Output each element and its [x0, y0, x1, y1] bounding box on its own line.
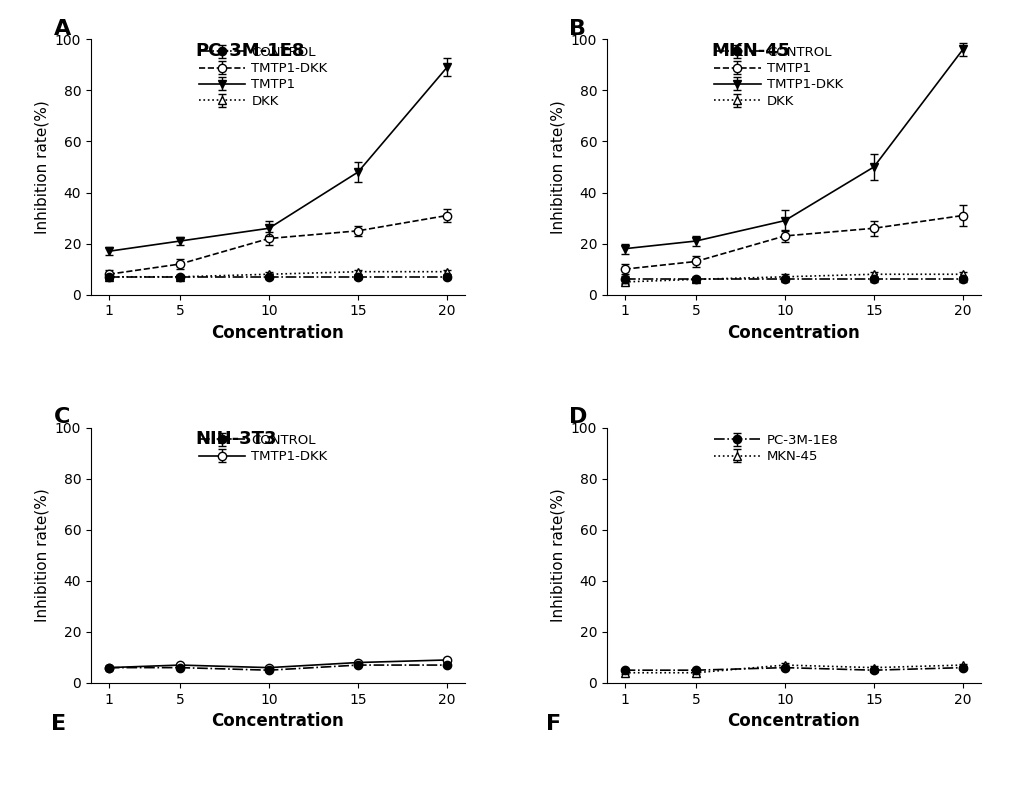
X-axis label: Concentration: Concentration	[211, 712, 345, 730]
Y-axis label: Inhibition rate(%): Inhibition rate(%)	[550, 100, 565, 234]
Text: B: B	[569, 19, 586, 38]
Text: E: E	[51, 714, 66, 734]
Legend: CONTROL, TMTP1, TMTP1-DKK, DKK: CONTROL, TMTP1, TMTP1-DKK, DKK	[715, 46, 843, 108]
Text: A: A	[54, 19, 71, 38]
Y-axis label: Inhibition rate(%): Inhibition rate(%)	[34, 100, 50, 234]
Legend: PC-3M-1E8, MKN-45: PC-3M-1E8, MKN-45	[715, 434, 839, 463]
Text: PC-3M-1E8: PC-3M-1E8	[196, 42, 305, 60]
Y-axis label: Inhibition rate(%): Inhibition rate(%)	[34, 488, 50, 622]
X-axis label: Concentration: Concentration	[727, 324, 860, 342]
Text: F: F	[546, 714, 561, 734]
X-axis label: Concentration: Concentration	[727, 712, 860, 730]
Text: NIH-3T3: NIH-3T3	[196, 430, 277, 448]
Y-axis label: Inhibition rate(%): Inhibition rate(%)	[550, 488, 565, 622]
Text: D: D	[569, 407, 587, 427]
Legend: CONTROL, TMTP1-DKK, TMTP1, DKK: CONTROL, TMTP1-DKK, TMTP1, DKK	[198, 46, 328, 108]
X-axis label: Concentration: Concentration	[211, 324, 345, 342]
Text: MKN-45: MKN-45	[712, 42, 791, 60]
Text: C: C	[54, 407, 70, 427]
Legend: CONTROL, TMTP1-DKK: CONTROL, TMTP1-DKK	[198, 434, 328, 463]
